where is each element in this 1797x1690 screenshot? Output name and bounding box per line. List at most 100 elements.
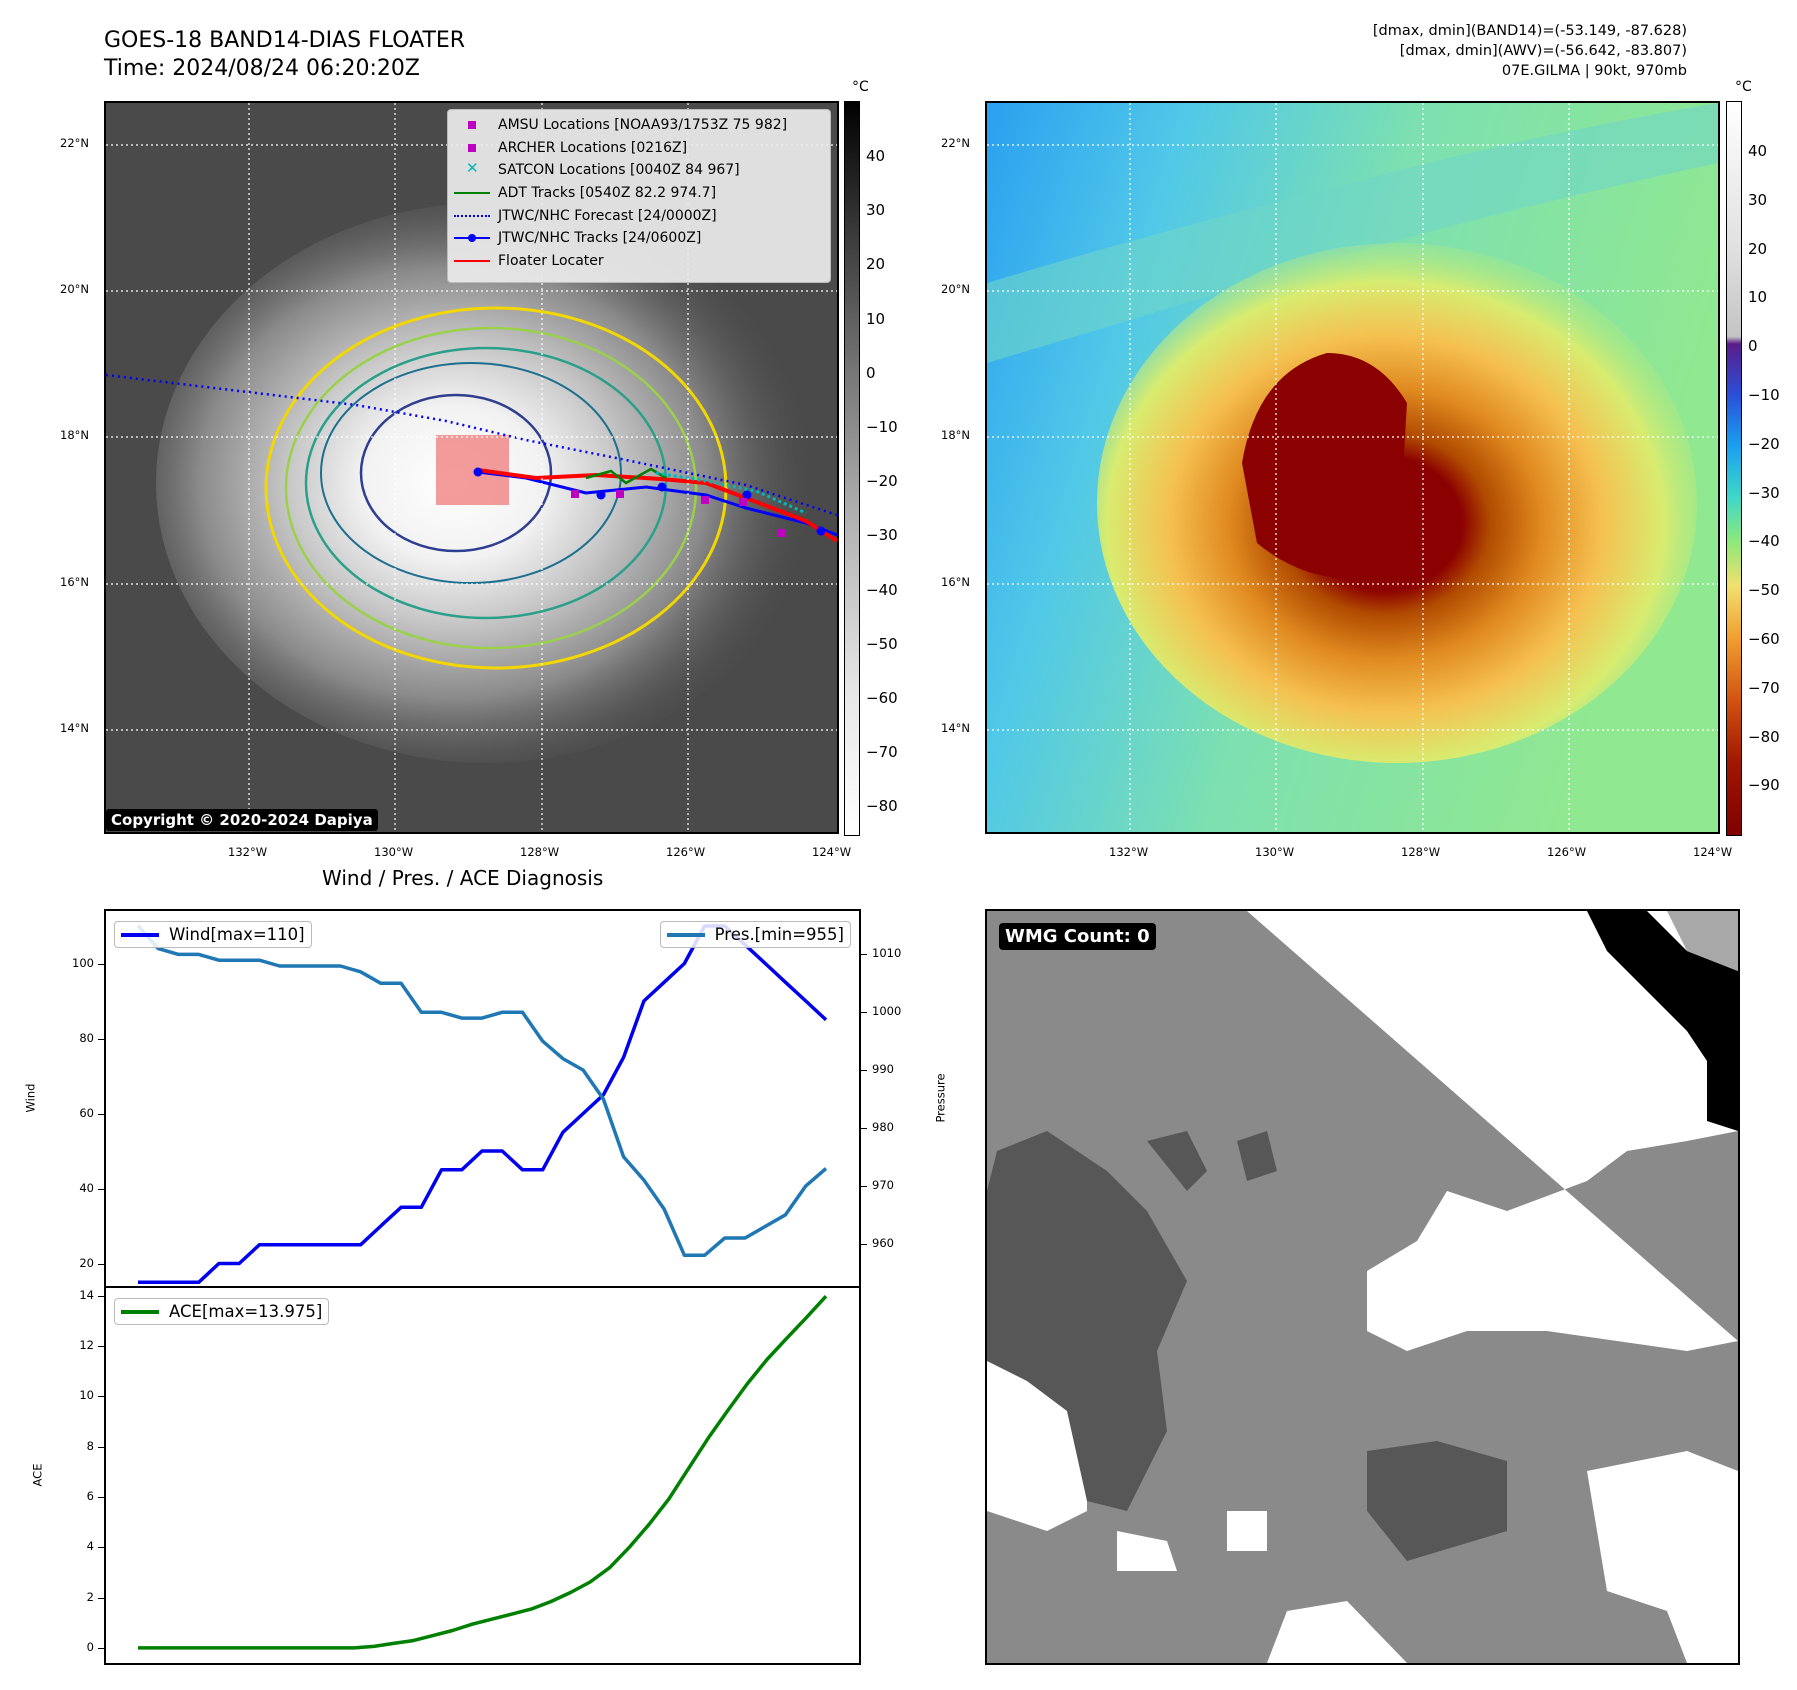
lat-label: 22°N [60, 136, 89, 150]
wmg-count-label: WMG Count: 0 [999, 923, 1156, 950]
ace-tick-mark [98, 1496, 104, 1498]
wind-legend: Wind[max=110] [114, 921, 312, 948]
awv-colorbar-tick: 0 [1748, 337, 1758, 356]
ir-colorbar-tick: −50 [866, 634, 898, 653]
ir-colorbar-tick: 20 [866, 255, 886, 274]
awv-colorbar-tick: −50 [1748, 581, 1780, 600]
pressure-legend: Pres.[min=955] [659, 921, 851, 948]
magenta-square-icon [454, 118, 490, 132]
wind-tick-mark [98, 963, 104, 965]
ir-colorbar-tick: −20 [866, 472, 898, 491]
awv-colorbar-tick: −10 [1748, 386, 1780, 404]
cyan-x-icon: ✕ [466, 159, 479, 178]
dmax-dmin-band14: [dmax, dmin](BAND14)=(-53.149, -87.628) [1372, 23, 1687, 39]
awv-colorbar-tick: −30 [1748, 483, 1780, 502]
pressure-tick-mark [861, 1070, 867, 1072]
ace-tick-mark [98, 1446, 104, 1448]
lat-label: 14°N [60, 721, 89, 735]
wind-tick-mark [98, 1038, 104, 1040]
pressure-series-line [136, 924, 828, 1258]
ir-colorbar-unit: °C [852, 79, 869, 95]
ace-tick-mark [98, 1345, 104, 1347]
ir-colorbar-tick: −30 [866, 526, 898, 545]
awv-colorbar-tick: −60 [1748, 630, 1780, 648]
wind-tick-mark [98, 1113, 104, 1115]
pressure-tick-mark [861, 954, 867, 956]
pressure-tick-label: 970 [872, 1177, 894, 1192]
awv-colorbar-tick: −80 [1748, 727, 1780, 746]
pressure-tick-label: 990 [872, 1062, 894, 1077]
legend-item-adt: ADT Tracks [0540Z 82.2 974.7] [454, 182, 824, 205]
storm-info: 07E.GILMA | 90kt, 970mb [1501, 63, 1687, 79]
ace-series-line [138, 1295, 828, 1650]
ace-tick-label: 14 [79, 1287, 94, 1302]
wind-pressure-svg [136, 924, 828, 1285]
ir-colorbar-tick: −10 [866, 418, 898, 436]
ir-colorbar-tick: −60 [866, 689, 898, 707]
lat-label: 20°N [941, 282, 970, 296]
lon-label: 128°W [520, 845, 560, 859]
lon-label: 126°W [1547, 845, 1587, 859]
wmg-panel: WMG Count: 0 [985, 909, 1740, 1665]
ace-tick-label: 4 [86, 1539, 94, 1554]
magenta-square-icon [454, 141, 490, 155]
wind-tick-label: 20 [79, 1255, 94, 1270]
wind-series-line [138, 924, 828, 1285]
wind-tick-mark [98, 1263, 104, 1265]
awv-colorbar-tick: 30 [1748, 190, 1768, 209]
wind-legend-swatch [121, 932, 159, 937]
diagnosis-title: Wind / Pres. / ACE Diagnosis [322, 866, 604, 890]
pressure-tick-label: 960 [872, 1235, 894, 1250]
ir-colorbar-tick: −70 [866, 743, 898, 762]
wmg-grid-svg [987, 911, 1738, 1663]
lon-label: 124°W [1693, 845, 1733, 859]
awv-colorbar-tick: −70 [1748, 678, 1780, 697]
ace-tick-label: 12 [79, 1337, 94, 1352]
pressure-tick-mark [861, 1128, 867, 1129]
legend-item-satcon: ✕ SATCON Locations [0040Z 84 967] [454, 159, 824, 182]
lon-label: 126°W [666, 845, 706, 859]
ir-colorbar-tick: 40 [866, 147, 886, 165]
awv-colorbar-unit: °C [1735, 79, 1752, 95]
awv-map-svg [987, 103, 1718, 832]
ace-legend: ACE[max=13.975] [114, 1298, 330, 1325]
ace-tick-label: 2 [86, 1589, 94, 1604]
lat-label: 22°N [941, 136, 970, 150]
ir-colorbar-tick: 30 [866, 201, 886, 220]
ir-satellite-map: AMSU Locations [NOAA93/1753Z 75 982] ARC… [104, 101, 839, 834]
ace-axis-label: ACE [30, 1463, 45, 1487]
blue-dotted-line-icon [454, 209, 490, 223]
wind-tick-label: 100 [72, 955, 94, 970]
pressure-legend-swatch [666, 932, 705, 937]
green-line-icon [454, 186, 490, 200]
awv-colorbar-tick: −90 [1748, 776, 1780, 795]
ace-tick-label: 6 [86, 1488, 94, 1503]
wind-tick-label: 40 [79, 1180, 94, 1195]
ace-plot: ACE[max=13.975] [104, 1286, 861, 1665]
ace-tick-mark [98, 1647, 104, 1649]
wind-tick-label: 60 [79, 1105, 94, 1120]
lon-label: 130°W [374, 845, 414, 859]
lon-label: 132°W [1109, 845, 1149, 859]
wind-pressure-plot: Wind[max=110] Pres.[min=955] [104, 909, 861, 1288]
lon-label: 128°W [1401, 845, 1441, 859]
awv-colorbar-tick: −20 [1748, 434, 1780, 453]
dmax-dmin-awv: [dmax, dmin](AWV)=(-56.642, -83.807) [1399, 43, 1687, 59]
wind-tick-mark [98, 1188, 104, 1190]
awv-colorbar-tick: 40 [1748, 142, 1768, 160]
pressure-axis-label: Pressure [933, 1073, 948, 1123]
ace-tick-mark [98, 1597, 104, 1599]
awv-satellite-map [985, 101, 1720, 834]
ace-legend-swatch [121, 1309, 159, 1314]
lat-label: 16°N [941, 575, 970, 589]
legend-item-amsu: AMSU Locations [NOAA93/1753Z 75 982] [454, 114, 824, 137]
blue-line-dot-icon [454, 231, 490, 245]
chart-title: GOES-18 BAND14-DIAS FLOATER [104, 28, 466, 53]
lat-label: 14°N [941, 721, 970, 735]
legend-item-archer: ARCHER Locations [0216Z] [454, 137, 824, 160]
lat-label: 18°N [60, 428, 89, 442]
awv-colorbar-tick: 10 [1748, 288, 1768, 307]
wind-tick-label: 80 [79, 1030, 94, 1045]
ace-tick-label: 8 [86, 1438, 94, 1453]
awv-colorbar-tick: −40 [1748, 532, 1780, 551]
